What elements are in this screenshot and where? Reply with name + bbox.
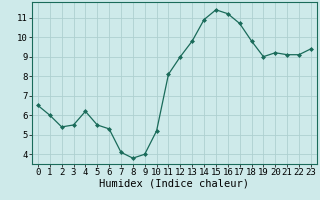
X-axis label: Humidex (Indice chaleur): Humidex (Indice chaleur) [100,179,249,189]
